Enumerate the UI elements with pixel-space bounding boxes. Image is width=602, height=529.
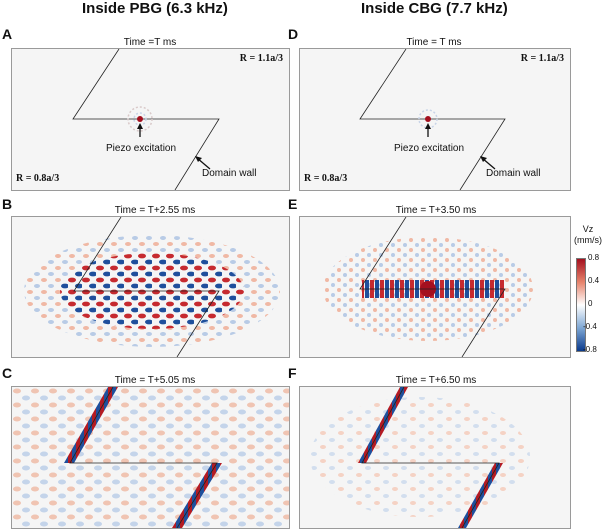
panel-d-time: Time = T ms [406, 37, 462, 48]
panel-c [11, 386, 290, 529]
r-label-bottom: R = 0.8a/3 [16, 173, 60, 184]
panel-a: R = 1.1a/3 R = 0.8a/3 Piezo excitation D… [11, 48, 290, 191]
panel-f-field [310, 387, 530, 528]
domain-wall-line [359, 217, 506, 357]
colorbar-title: Vz (mm/s) [571, 224, 602, 246]
colorbar-tick-max: 0.8 [588, 253, 600, 262]
panel-c-time: Time = T+5.05 ms [114, 375, 196, 386]
piezo-excitation-label: Piezo excitation [394, 143, 465, 154]
right-column-title: Inside CBG (7.7 kHz) [361, 0, 508, 17]
panel-letter-e: E [288, 196, 298, 212]
r-label-bottom: R = 0.8a/3 [304, 173, 348, 184]
domain-wall-label: Domain wall [486, 168, 541, 179]
panel-letter-c: C [2, 365, 13, 381]
panel-letter-d: D [288, 26, 299, 42]
colorbar-tick-high: 0.4 [588, 276, 600, 285]
left-column-title: Inside PBG (6.3 kHz) [82, 0, 228, 17]
domain-wall-line [359, 49, 506, 190]
domain-wall-line [361, 387, 500, 528]
domain-wall-line [73, 217, 220, 357]
panel-a-time: Time =T ms [123, 37, 177, 48]
panel-letter-a: A [2, 26, 13, 42]
panel-f [299, 386, 571, 529]
panel-f-time: Time = T+6.50 ms [395, 375, 477, 386]
panel-d-field [359, 49, 506, 190]
piezo-wave-cluster [418, 109, 438, 129]
panel-d: R = 1.1a/3 R = 0.8a/3 Piezo excitation D… [299, 48, 571, 191]
domain-wall-line [69, 387, 218, 528]
panel-e-time: Time = T+3.50 ms [395, 205, 477, 216]
colorbar-units: (mm/s) [574, 235, 602, 245]
panel-letter-b: B [2, 196, 13, 212]
colorbar-quantity: Vz [582, 224, 594, 234]
panel-e-field [323, 217, 533, 357]
domain-wall-label: Domain wall [202, 168, 257, 179]
panel-e [299, 216, 571, 358]
panel-letter-f: F [288, 365, 297, 381]
panel-a-field [72, 49, 220, 190]
panel-b-time: Time = T+2.55 ms [114, 205, 196, 216]
r-label-top: R = 1.1a/3 [239, 53, 283, 64]
colorbar-tick-min: -0.8 [583, 345, 597, 354]
panel-c-field [12, 387, 289, 528]
colorbar-gradient [576, 258, 586, 352]
colorbar-tick-zero: 0 [588, 299, 593, 308]
panel-b-field [24, 217, 280, 357]
piezo-excitation-label: Piezo excitation [106, 143, 177, 154]
r-label-top: R = 1.1a/3 [520, 53, 564, 64]
colorbar-tick-low: -0.4 [583, 322, 597, 331]
panel-b [11, 216, 290, 358]
